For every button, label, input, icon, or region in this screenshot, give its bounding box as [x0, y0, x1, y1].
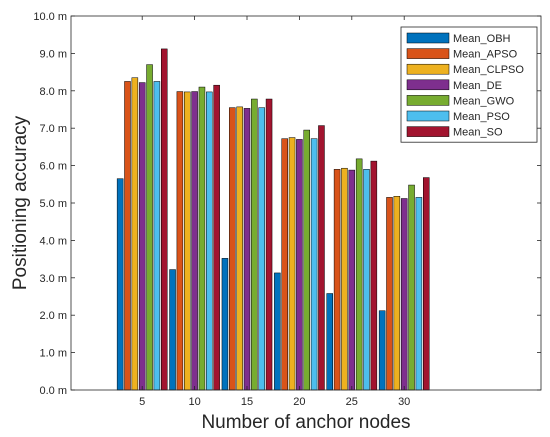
x-axis: 5 10 15 20 25 30	[139, 16, 410, 408]
bar	[131, 77, 139, 391]
y-tick-label: 10.0 m	[33, 11, 67, 23]
legend-label: Mean_SO	[453, 127, 503, 139]
bar	[415, 197, 423, 391]
legend-swatch	[406, 79, 450, 91]
legend-swatch	[406, 95, 450, 106]
bar	[116, 178, 124, 391]
bar	[198, 86, 206, 391]
y-tick-label: 4.0 m	[39, 235, 67, 247]
bar	[251, 98, 258, 391]
y-tick-label: 1.0 m	[39, 348, 67, 360]
legend-label: Mean_GWO	[453, 95, 515, 107]
bar	[161, 48, 168, 391]
bar	[318, 125, 325, 391]
bar	[213, 84, 220, 391]
bar	[355, 158, 363, 391]
bar	[138, 82, 146, 391]
y-tick-label: 2.0 m	[39, 310, 67, 322]
y-tick-label: 9.0 m	[39, 48, 67, 60]
bar	[169, 269, 176, 391]
x-tick-label: 10	[188, 396, 200, 408]
bar	[191, 91, 198, 391]
x-axis-label: Number of anchor nodes	[201, 412, 410, 433]
y-axis-label: Positioning accuracy	[10, 115, 31, 290]
bar	[153, 81, 161, 391]
legend-label: Mean_APSO	[453, 49, 518, 61]
legend-swatch	[406, 126, 450, 137]
bar	[229, 107, 236, 391]
legend-swatch	[406, 32, 450, 44]
bar	[296, 139, 303, 391]
legend-swatch	[406, 63, 450, 75]
x-tick-label: 15	[241, 396, 253, 408]
bar	[236, 106, 243, 391]
bar	[221, 258, 229, 391]
legend-label: Mean_DE	[453, 80, 502, 92]
bar	[184, 91, 191, 391]
bar	[408, 184, 415, 391]
bar	[363, 169, 370, 391]
bar	[400, 198, 408, 391]
legend-label: Mean_PSO	[453, 111, 510, 123]
bar	[274, 272, 281, 391]
y-tick-label: 5.0 m	[39, 198, 67, 210]
legend-label: Mean_CLPSO	[453, 64, 524, 76]
y-tick-label: 0.0 m	[39, 385, 67, 397]
bar	[341, 167, 348, 391]
y-tick-label: 7.0 m	[39, 123, 67, 135]
legend-label: Mean_OBH	[453, 33, 511, 45]
bar	[146, 64, 153, 391]
y-tick-label: 3.0 m	[39, 273, 67, 285]
bar	[423, 177, 430, 391]
x-tick-label: 20	[293, 396, 305, 408]
bar	[281, 138, 288, 391]
legend-swatch	[406, 48, 450, 59]
bar	[206, 91, 213, 391]
bar	[326, 293, 333, 391]
y-tick-label: 8.0 m	[39, 86, 67, 98]
bar	[348, 169, 356, 391]
x-tick-label: 25	[346, 396, 358, 408]
bar	[258, 107, 265, 391]
bar	[288, 137, 296, 391]
bar	[243, 108, 251, 391]
bar	[386, 197, 393, 391]
legend: Mean_OBH Mean_APSO Mean_CLPSO Mean_DE Mean_G…	[400, 26, 538, 143]
plot-frame	[70, 15, 542, 391]
legend-box	[400, 26, 538, 143]
bar	[333, 169, 341, 391]
bar	[124, 81, 131, 391]
bar	[265, 98, 273, 391]
y-tick-label: 6.0 m	[39, 161, 67, 173]
bar	[310, 138, 318, 391]
legend-swatch	[406, 110, 450, 122]
bar	[370, 160, 378, 391]
x-tick-label: 30	[398, 396, 410, 408]
y-axis: 0.0 m 1.0 m 2.0 m 3.0 m 4.0 m 5.0 m 6.0 m 7.0 m…	[33, 11, 541, 397]
bar	[393, 196, 401, 391]
bar	[176, 91, 184, 391]
x-tick-label: 5	[139, 396, 145, 408]
bar	[303, 129, 310, 391]
bar	[378, 310, 386, 391]
